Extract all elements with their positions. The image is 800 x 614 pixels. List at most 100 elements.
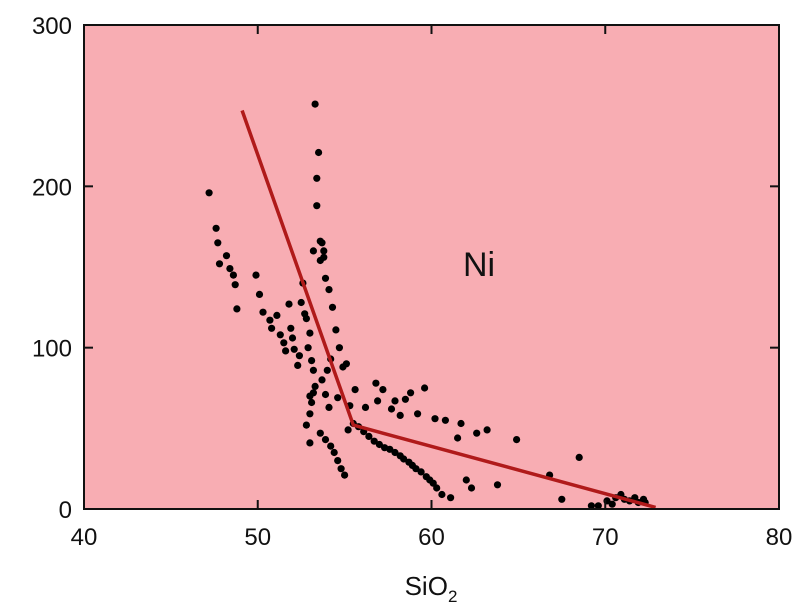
data-point bbox=[321, 390, 330, 399]
data-point bbox=[311, 100, 319, 108]
data-point bbox=[332, 326, 340, 334]
y-tick-label: 200 bbox=[32, 174, 72, 201]
data-point bbox=[325, 403, 333, 411]
trend-line bbox=[240, 109, 657, 510]
data-point bbox=[431, 415, 439, 423]
data-point bbox=[473, 429, 481, 437]
data-point bbox=[575, 453, 583, 461]
x-tick-label: 40 bbox=[71, 524, 98, 551]
data-point bbox=[391, 448, 399, 457]
data-point bbox=[226, 265, 234, 273]
data-points bbox=[205, 100, 649, 510]
data-point bbox=[457, 419, 465, 428]
data-point bbox=[334, 457, 342, 465]
data-point bbox=[558, 495, 566, 503]
data-point bbox=[375, 440, 383, 449]
data-point bbox=[318, 239, 326, 247]
data-point bbox=[222, 252, 231, 260]
data-point bbox=[276, 331, 284, 339]
data-point bbox=[268, 324, 276, 332]
data-point bbox=[587, 502, 596, 510]
data-point bbox=[306, 392, 314, 400]
data-point bbox=[608, 500, 616, 508]
data-point bbox=[483, 426, 491, 434]
data-point bbox=[396, 411, 404, 419]
data-point bbox=[295, 352, 303, 360]
x-axis-title-subscript: 2 bbox=[448, 587, 457, 606]
data-point bbox=[421, 384, 429, 392]
data-point bbox=[335, 344, 343, 352]
data-point bbox=[341, 471, 349, 479]
data-point bbox=[365, 432, 373, 440]
data-point bbox=[273, 311, 281, 319]
data-point bbox=[302, 421, 310, 429]
y-tick-label: 300 bbox=[32, 13, 72, 40]
data-point bbox=[252, 271, 260, 279]
data-point bbox=[330, 448, 338, 457]
y-tick-label: 0 bbox=[59, 497, 72, 524]
data-point bbox=[441, 416, 449, 424]
data-point bbox=[462, 476, 470, 484]
data-point bbox=[412, 465, 420, 473]
data-point bbox=[379, 386, 387, 394]
data-point bbox=[304, 344, 312, 352]
data-point bbox=[438, 490, 446, 499]
data-point bbox=[233, 305, 241, 313]
data-point bbox=[337, 465, 345, 473]
data-point bbox=[417, 468, 425, 476]
data-point bbox=[594, 502, 602, 510]
data-point bbox=[309, 366, 317, 374]
x-tick-label: 60 bbox=[418, 524, 445, 551]
data-point bbox=[297, 298, 305, 307]
data-point bbox=[229, 271, 237, 279]
data-point bbox=[351, 386, 359, 394]
data-point bbox=[313, 174, 321, 182]
data-point bbox=[313, 202, 321, 210]
data-point bbox=[288, 334, 297, 342]
data-point bbox=[339, 363, 347, 371]
data-point bbox=[386, 445, 394, 453]
data-point bbox=[205, 189, 213, 197]
data-point bbox=[327, 442, 335, 450]
data-point bbox=[285, 300, 293, 308]
data-point bbox=[320, 253, 328, 261]
data-point bbox=[290, 345, 298, 353]
data-point bbox=[215, 260, 224, 268]
data-point bbox=[306, 329, 314, 337]
data-point bbox=[311, 382, 319, 390]
data-point bbox=[391, 397, 399, 405]
data-point bbox=[316, 429, 324, 437]
data-point bbox=[372, 379, 380, 387]
data-point bbox=[401, 395, 409, 403]
data-point bbox=[325, 286, 333, 294]
data-point bbox=[266, 316, 274, 324]
data-point bbox=[467, 484, 476, 492]
x-axis-title: SiO2 bbox=[405, 571, 458, 606]
x-axis-title-main: SiO bbox=[405, 571, 448, 601]
data-point bbox=[309, 247, 317, 255]
data-point bbox=[287, 324, 295, 332]
data-point bbox=[433, 484, 441, 492]
data-point bbox=[447, 494, 455, 502]
data-point bbox=[306, 439, 314, 447]
data-point bbox=[387, 405, 396, 413]
data-point bbox=[321, 274, 330, 282]
data-point bbox=[323, 366, 331, 374]
data-point bbox=[294, 361, 302, 369]
data-point bbox=[321, 436, 330, 444]
data-point bbox=[493, 481, 502, 489]
y-tick-label: 100 bbox=[32, 336, 72, 363]
x-tick-label: 70 bbox=[592, 524, 619, 551]
data-point bbox=[361, 403, 370, 411]
data-point bbox=[334, 394, 342, 402]
plot-area bbox=[84, 25, 779, 509]
data-point bbox=[407, 389, 415, 397]
data-point bbox=[513, 436, 521, 444]
data-point bbox=[328, 303, 337, 311]
data-point bbox=[255, 290, 264, 298]
data-point bbox=[308, 357, 316, 365]
data-point bbox=[231, 281, 239, 289]
data-point bbox=[259, 308, 267, 316]
data-point bbox=[280, 339, 288, 347]
